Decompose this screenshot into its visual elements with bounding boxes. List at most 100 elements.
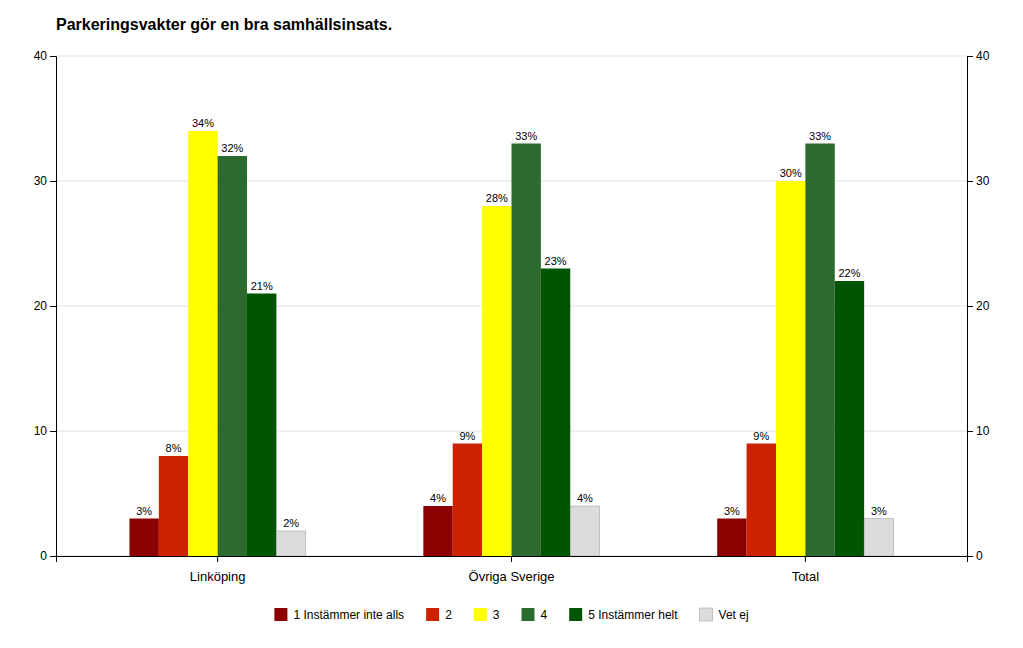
bar <box>747 444 776 557</box>
x-tick: Övriga Sverige <box>469 556 555 584</box>
bar <box>129 519 158 557</box>
y2-tick-label: 40 <box>976 49 990 63</box>
y2-tick-line <box>967 181 973 182</box>
data-label: 33% <box>515 130 537 142</box>
legend-item: 4 <box>522 608 548 622</box>
bars <box>129 131 893 556</box>
y2-tick-label: 20 <box>976 299 990 313</box>
bar <box>482 206 511 556</box>
data-label: 22% <box>838 267 860 279</box>
y-tick: 30 <box>34 174 56 188</box>
legend-label: 1 Instämmer inte alls <box>293 608 404 622</box>
y-tick-line <box>50 431 56 432</box>
y-tick-label: 30 <box>34 174 48 188</box>
data-label: 9% <box>753 430 769 442</box>
y-tick: 20 <box>34 299 56 313</box>
bar <box>276 531 305 556</box>
data-label: 3% <box>871 505 887 517</box>
y2-tick-label: 10 <box>976 424 990 438</box>
legend-swatch <box>522 608 535 621</box>
chart-svg: Parkeringsvakter gör en bra samhällsinsa… <box>0 0 1023 648</box>
y-axis-line <box>50 57 57 557</box>
legend-label: 4 <box>541 608 548 622</box>
bar <box>512 144 541 557</box>
y2-tick: 0 <box>967 549 983 563</box>
bar <box>835 281 864 556</box>
bar <box>570 506 599 556</box>
y-tick-line <box>50 556 56 557</box>
x-tick-line <box>217 556 218 562</box>
legend: 1 Instämmer inte alls 2 3 4 5 Instämmer helt… <box>274 608 748 622</box>
data-label: 21% <box>251 280 273 292</box>
legend-swatch <box>426 608 439 621</box>
y-tick: 0 <box>40 549 56 563</box>
bar <box>188 131 217 556</box>
y2-tick: 40 <box>967 49 990 63</box>
x-tick: Linköping <box>190 556 246 584</box>
y-tick-label: 0 <box>40 549 47 563</box>
x-tick-label: Linköping <box>190 569 246 584</box>
bar <box>159 456 188 556</box>
y2-tick-line <box>967 556 973 557</box>
chart-container: Parkeringsvakter gör en bra samhällsinsa… <box>0 0 1023 648</box>
y-tick-line <box>50 306 56 307</box>
y2-tick-line <box>967 306 973 307</box>
x-tick-line <box>805 556 806 562</box>
plot-area: 3%4%3%8%9%9%34%28%30%32%33%33%21%23%22%2… <box>34 49 990 583</box>
data-label: 3% <box>724 505 740 517</box>
data-label: 34% <box>192 117 214 129</box>
y-tick-line <box>50 56 56 57</box>
legend-label: 2 <box>445 608 452 622</box>
x-axis-line <box>57 557 968 563</box>
data-label: 8% <box>166 442 182 454</box>
y-tick-label: 10 <box>34 424 48 438</box>
legend-label: 5 Instämmer helt <box>588 608 678 622</box>
data-label: 30% <box>780 167 802 179</box>
y2-tick: 20 <box>967 299 990 313</box>
x-tick-label: Total <box>792 569 820 584</box>
y2-tick-label: 0 <box>976 549 983 563</box>
y2-tick-line <box>967 431 973 432</box>
data-label: 28% <box>486 192 508 204</box>
legend-label: 3 <box>493 608 500 622</box>
data-label: 9% <box>459 430 475 442</box>
y-tick: 40 <box>34 49 56 63</box>
x-tick: Total <box>792 556 820 584</box>
legend-swatch <box>474 608 487 621</box>
legend-swatch <box>700 608 713 621</box>
legend-item: 2 <box>426 608 452 622</box>
legend-label: Vet ej <box>719 608 749 622</box>
legend-item: Vet ej <box>700 608 749 622</box>
data-label: 3% <box>136 505 152 517</box>
data-label: 4% <box>577 492 593 504</box>
legend-swatch <box>274 608 287 621</box>
y2-tick-line <box>967 56 973 57</box>
bar <box>776 181 805 556</box>
data-labels: 3%4%3%8%9%9%34%28%30%32%33%33%21%23%22%2… <box>136 117 887 529</box>
y-tick: 10 <box>34 424 56 438</box>
bar <box>541 269 570 557</box>
y2-tick: 30 <box>967 174 990 188</box>
bar <box>805 144 834 557</box>
bar <box>247 294 276 557</box>
y2-axis-line <box>968 57 974 557</box>
y-axis: 0 10 20 30 40 <box>34 49 57 563</box>
x-tick-label: Övriga Sverige <box>469 569 555 584</box>
legend-item: 5 Instämmer helt <box>569 608 678 622</box>
y2-tick-label: 30 <box>976 174 990 188</box>
y-tick-label: 20 <box>34 299 48 313</box>
bar <box>453 444 482 557</box>
bar <box>864 519 893 557</box>
grid-line <box>56 56 967 57</box>
x-axis: Linköping Övriga Sverige Total <box>57 556 968 584</box>
data-label: 33% <box>809 130 831 142</box>
data-label: 32% <box>221 142 243 154</box>
y2-tick: 10 <box>967 424 990 438</box>
data-label: 4% <box>430 492 446 504</box>
data-label: 2% <box>283 517 299 529</box>
chart-title: Parkeringsvakter gör en bra samhällsinsa… <box>56 16 392 33</box>
y-tick-line <box>50 181 56 182</box>
legend-item: 3 <box>474 608 500 622</box>
bar <box>218 156 247 556</box>
y-tick-label: 40 <box>34 49 48 63</box>
